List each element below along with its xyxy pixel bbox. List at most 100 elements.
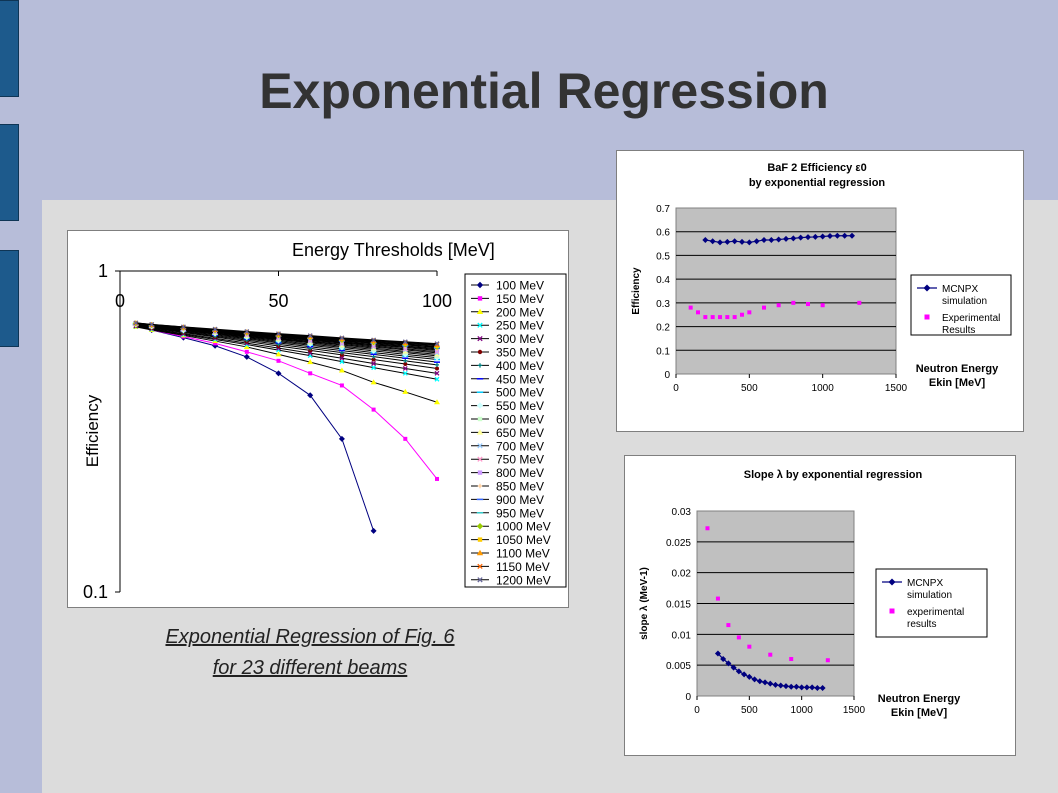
legend-item: 550 MeV xyxy=(471,399,544,413)
slope-chart: 0 0.005 0.01 0.015 0.02 0.025 0.03 0 500 1000 1500… xyxy=(639,469,988,719)
legend-label: 600 MeV xyxy=(496,413,544,427)
data-point xyxy=(819,233,826,240)
data-point xyxy=(739,238,745,245)
legend-item: 100 MeV xyxy=(471,279,544,293)
x-tick-label: 0 xyxy=(673,383,679,394)
chart-subtitle: by exponential regression xyxy=(749,177,886,189)
legend-label-line-1: MCNPX xyxy=(942,284,978,295)
data-point xyxy=(805,234,811,241)
data-point xyxy=(761,237,767,244)
data-point xyxy=(772,681,779,688)
legend-label: 550 MeV xyxy=(496,399,544,413)
data-point xyxy=(791,300,796,305)
x-tick-label: 1500 xyxy=(843,705,866,716)
legend-marker xyxy=(476,429,484,435)
data-point xyxy=(819,684,826,691)
data-point xyxy=(776,303,781,308)
x-tick-label: 1500 xyxy=(885,383,908,394)
data-point xyxy=(753,238,760,245)
efficiency-chart-panel: 0 0.1 0.2 0.3 0.4 0.5 0.6 0.7 0 500 1000 1500 BaF 2 … xyxy=(616,150,1024,432)
data-point xyxy=(797,234,804,241)
data-point xyxy=(402,339,408,345)
x-tick-label: 100 xyxy=(422,291,452,311)
data-point xyxy=(180,324,186,330)
data-point xyxy=(402,366,408,371)
data-point xyxy=(762,679,769,686)
legend-label: 850 MeV xyxy=(496,480,544,494)
legend-marker xyxy=(477,335,483,342)
y-tick-label: 0 xyxy=(685,692,691,703)
data-point xyxy=(403,358,408,363)
legend-label: 700 MeV xyxy=(496,439,544,453)
legend-item: 750 MeV xyxy=(471,453,544,467)
data-point xyxy=(790,235,797,242)
data-point xyxy=(133,320,139,326)
data-point xyxy=(746,239,753,246)
data-point xyxy=(434,399,440,405)
legend-label: 650 MeV xyxy=(496,426,544,440)
y-axis-label: Efficiency xyxy=(631,267,642,315)
legend-marker xyxy=(923,284,931,292)
data-point xyxy=(741,671,748,678)
data-point xyxy=(724,238,731,245)
x-axis-label-line-2: Ekin [MeV] xyxy=(891,707,948,719)
data-point xyxy=(435,366,439,371)
x-tick-label: 0 xyxy=(115,291,125,311)
legend-label: 350 MeV xyxy=(496,346,544,360)
data-point xyxy=(244,329,250,334)
legend-label: 150 MeV xyxy=(496,292,544,306)
legend-label: 1000 MeV xyxy=(496,520,551,534)
y-tick-label: 0.01 xyxy=(672,630,692,641)
y-tick-label: 0.3 xyxy=(656,299,670,310)
legend-label: 1150 MeV xyxy=(496,560,550,574)
y-tick-label: 0.2 xyxy=(656,323,670,334)
legend-item: 300 MeV xyxy=(471,332,544,346)
data-point xyxy=(371,407,376,412)
legend-item: 1050 MeV xyxy=(471,533,551,547)
data-point xyxy=(435,362,439,367)
data-point xyxy=(775,236,782,243)
data-point xyxy=(783,235,789,242)
series-line xyxy=(135,324,375,532)
legend-item: 250 MeV xyxy=(471,319,544,333)
data-point xyxy=(814,684,821,691)
data-point xyxy=(820,303,825,308)
data-point xyxy=(370,527,377,534)
data-point xyxy=(725,660,732,667)
data-point xyxy=(371,365,377,371)
x-axis-label-line-2: Ekin [MeV] xyxy=(929,377,986,389)
data-point xyxy=(732,315,737,320)
data-point xyxy=(730,664,737,671)
legend-item: 1200 MeV xyxy=(471,573,551,587)
data-point xyxy=(715,596,720,601)
data-point xyxy=(338,367,345,373)
legend-item: 350 MeV xyxy=(471,346,544,360)
figure-caption: Exponential Regression of Fig. 6 for 23 … xyxy=(110,622,510,684)
legend-item: 800 MeV xyxy=(471,466,544,480)
legend-marker xyxy=(477,322,483,328)
x-axis-label-line-1: Neutron Energy xyxy=(878,693,961,705)
legend-box xyxy=(875,568,988,638)
x-tick-label: 0 xyxy=(694,705,700,716)
legend-label: 1100 MeV xyxy=(496,547,550,561)
legend-label: 1200 MeV xyxy=(496,573,551,587)
data-point xyxy=(213,341,218,346)
legend-label: 300 MeV xyxy=(496,332,544,346)
data-point xyxy=(710,315,715,320)
data-point xyxy=(857,300,862,305)
legend-label: 1050 MeV xyxy=(496,533,551,547)
legend-item: 700 MeV xyxy=(471,439,544,453)
data-point xyxy=(434,370,440,376)
legend-item: 200 MeV xyxy=(471,305,544,319)
legend-label: 250 MeV xyxy=(496,319,544,333)
data-point xyxy=(762,305,766,310)
data-point xyxy=(307,333,313,339)
data-point xyxy=(789,657,794,661)
y-tick-label: 0.1 xyxy=(656,346,670,357)
legend-marker xyxy=(888,578,896,586)
data-point xyxy=(777,682,784,689)
data-point xyxy=(275,351,282,357)
data-point xyxy=(788,683,795,690)
data-point xyxy=(803,684,810,691)
